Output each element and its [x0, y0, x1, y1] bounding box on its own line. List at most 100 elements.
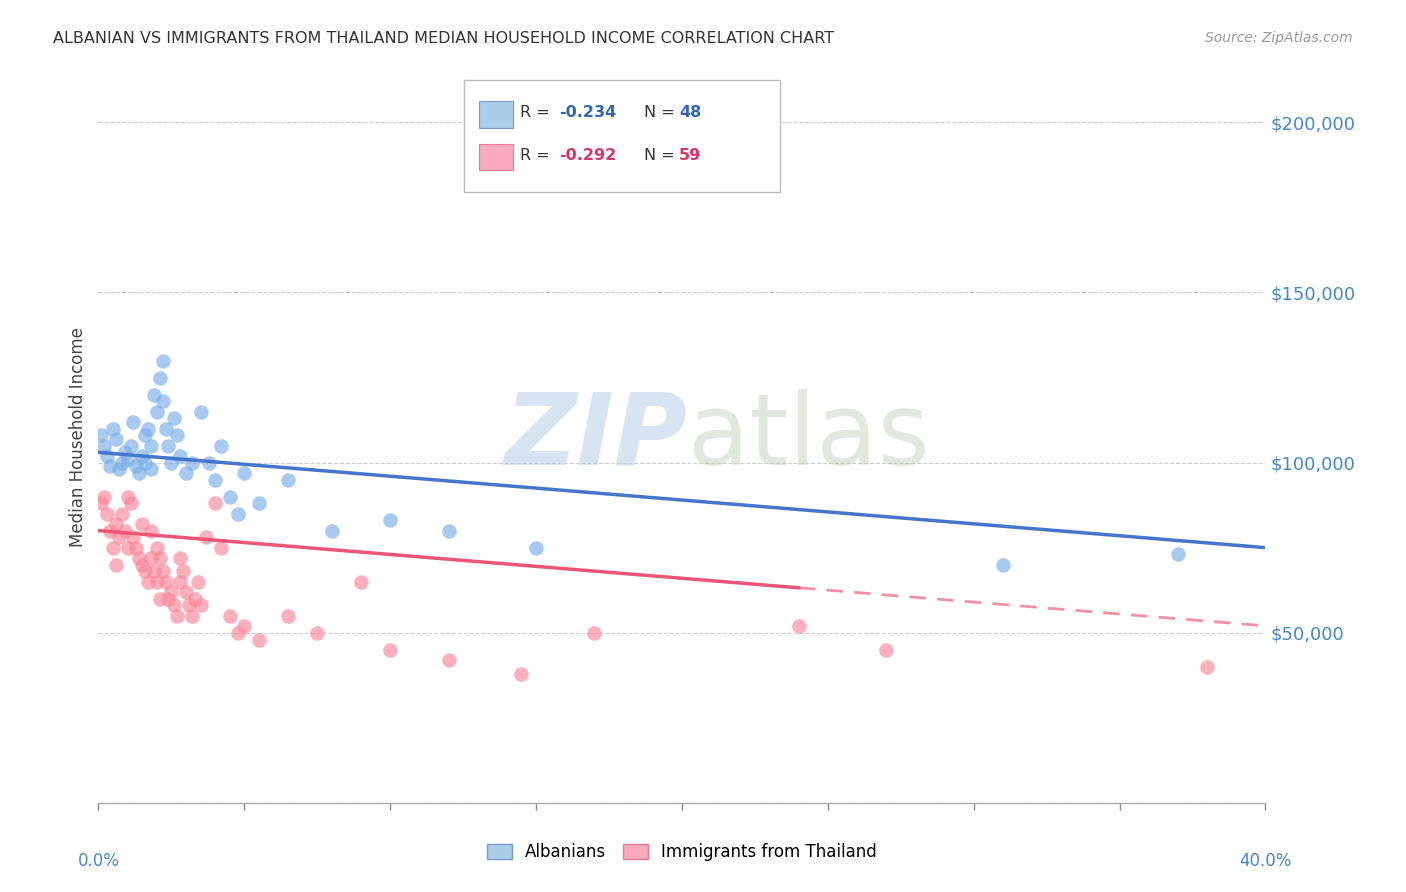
Point [787, 619, 810, 633]
Point [90, 496, 112, 510]
Point [190, 404, 212, 418]
Point [96, 449, 118, 463]
Point [134, 565, 156, 579]
Point [155, 574, 177, 589]
Text: N =: N = [644, 105, 681, 120]
Point [177, 599, 200, 613]
Point [90, 428, 112, 442]
Point [98, 524, 121, 538]
Point [183, 591, 205, 606]
Point [155, 421, 177, 435]
Point [117, 490, 139, 504]
Point [307, 625, 329, 640]
Text: 48: 48 [679, 105, 702, 120]
Point [233, 466, 256, 480]
Point [991, 558, 1014, 572]
Point [152, 394, 174, 409]
Point [157, 591, 180, 606]
Point [122, 531, 145, 545]
Point [160, 585, 183, 599]
Point [169, 550, 191, 565]
Point [437, 524, 460, 538]
Point [152, 565, 174, 579]
Point [510, 666, 533, 681]
Legend: Albanians, Immigrants from Thailand: Albanians, Immigrants from Thailand [479, 837, 884, 868]
Point [380, 642, 402, 657]
Point [104, 558, 127, 572]
Point [136, 574, 159, 589]
Text: -0.234: -0.234 [560, 105, 617, 120]
Point [93, 490, 115, 504]
Point [174, 585, 197, 599]
Point [149, 591, 172, 606]
Text: Source: ZipAtlas.com: Source: ZipAtlas.com [1205, 31, 1353, 45]
Point [125, 458, 148, 473]
Point [875, 642, 897, 657]
Point [180, 608, 202, 623]
Point [204, 473, 226, 487]
Point [149, 550, 172, 565]
Point [209, 439, 232, 453]
Point [174, 466, 197, 480]
Point [166, 428, 188, 442]
Point [128, 550, 150, 565]
Point [134, 456, 156, 470]
Point [93, 439, 115, 453]
Point [128, 466, 150, 480]
Text: N =: N = [644, 148, 681, 162]
Point [139, 439, 162, 453]
Point [98, 458, 121, 473]
Point [134, 428, 156, 442]
Point [117, 541, 139, 555]
Point [169, 574, 191, 589]
Y-axis label: Median Household Income: Median Household Income [69, 327, 87, 547]
Point [169, 449, 191, 463]
Text: atlas: atlas [688, 389, 929, 485]
Point [142, 387, 165, 401]
Point [125, 541, 148, 555]
Point [139, 550, 162, 565]
Point [218, 608, 240, 623]
Point [111, 507, 134, 521]
Point [136, 421, 159, 435]
Point [96, 507, 118, 521]
Point [142, 565, 165, 579]
Text: 40.0%: 40.0% [1239, 852, 1292, 870]
Point [131, 449, 153, 463]
Point [209, 541, 232, 555]
Point [120, 496, 142, 510]
Point [160, 456, 183, 470]
Point [1167, 548, 1189, 562]
Point [139, 524, 162, 538]
Point [163, 599, 186, 613]
Point [247, 496, 270, 510]
Point [120, 439, 142, 453]
Point [247, 632, 270, 647]
Point [101, 421, 124, 435]
Point [131, 516, 153, 531]
Point [195, 531, 218, 545]
Text: -0.292: -0.292 [560, 148, 617, 162]
Point [108, 531, 131, 545]
Point [104, 516, 127, 531]
Point [172, 565, 194, 579]
Point [152, 353, 174, 368]
Point [108, 462, 131, 476]
Text: R =: R = [520, 148, 555, 162]
Text: 0.0%: 0.0% [77, 852, 120, 870]
Point [139, 462, 162, 476]
Point [437, 653, 460, 667]
Point [583, 625, 606, 640]
Point [111, 456, 134, 470]
Point [104, 432, 127, 446]
Point [350, 574, 373, 589]
Point [149, 370, 172, 384]
Point [157, 439, 180, 453]
Point [166, 608, 188, 623]
Point [228, 625, 250, 640]
Point [146, 404, 169, 418]
Point [180, 456, 202, 470]
Point [146, 574, 169, 589]
Text: ALBANIAN VS IMMIGRANTS FROM THAILAND MEDIAN HOUSEHOLD INCOME CORRELATION CHART: ALBANIAN VS IMMIGRANTS FROM THAILAND MED… [53, 31, 835, 46]
Point [131, 558, 153, 572]
